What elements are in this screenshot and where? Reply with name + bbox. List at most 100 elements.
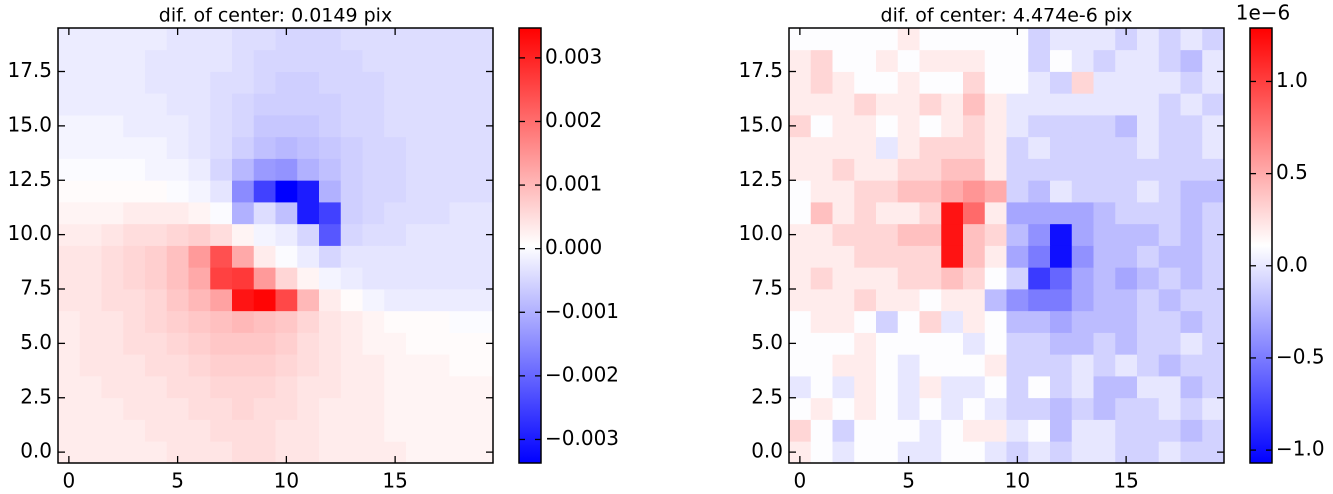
heatmap-cell — [384, 136, 407, 159]
heatmap-cell — [919, 71, 942, 94]
heatmap-cell — [1180, 202, 1203, 225]
heatmap-cell — [1202, 158, 1225, 181]
heatmap-cell — [941, 158, 964, 181]
heatmap-cell — [340, 376, 363, 399]
heatmap-cell — [166, 158, 189, 181]
heatmap-cell — [854, 93, 877, 116]
colorbar-tick-label: 0.000 — [545, 235, 602, 259]
heatmap-cell — [471, 289, 494, 312]
heatmap-cell — [123, 419, 146, 442]
heatmap-cell — [58, 289, 81, 312]
heatmap-cell — [832, 49, 855, 72]
heatmap-cell — [427, 354, 450, 377]
heatmap-cell — [101, 397, 124, 420]
heatmap-cell — [384, 441, 407, 464]
heatmap-cell — [210, 419, 233, 442]
heatmap-cell — [449, 158, 472, 181]
heatmap-cell — [1093, 136, 1116, 159]
heatmap-cell — [427, 289, 450, 312]
heatmap-cell — [963, 332, 986, 355]
heatmap-cell — [854, 115, 877, 138]
heatmap-cell — [1050, 180, 1073, 203]
heatmap-cell — [963, 354, 986, 377]
x-tick-label: 0 — [63, 469, 76, 493]
heatmap-cell — [319, 115, 342, 138]
heatmap-cell — [58, 115, 81, 138]
heatmap-cell — [232, 136, 255, 159]
heatmap-cell — [832, 310, 855, 333]
heatmap-cell — [963, 441, 986, 464]
y-tick-label: 2.5 — [751, 384, 783, 408]
heatmap-cell — [123, 93, 146, 116]
heatmap-cell — [297, 354, 320, 377]
heatmap-cell — [79, 71, 102, 94]
heatmap-cell — [188, 93, 211, 116]
heatmap-cell — [1115, 397, 1138, 420]
heatmap-cell — [810, 289, 833, 312]
heatmap-cell — [79, 441, 102, 464]
heatmap-cell — [1006, 93, 1029, 116]
heatmap-cell — [1071, 376, 1094, 399]
heatmap-cell — [832, 354, 855, 377]
heatmap-cell — [362, 28, 385, 51]
heatmap-cell — [941, 202, 964, 225]
heatmap-cell — [1071, 354, 1094, 377]
heatmap-cell — [340, 441, 363, 464]
heatmap-cell — [406, 93, 429, 116]
heatmap-cell — [789, 115, 812, 138]
heatmap-cell — [897, 419, 920, 442]
heatmap-cell — [123, 158, 146, 181]
colorbar-tick-label: −0.001 — [545, 299, 619, 323]
heatmap-cell — [1158, 354, 1181, 377]
y-tick-label: 17.5 — [738, 58, 783, 82]
heatmap-cell — [166, 441, 189, 464]
heatmap-cell — [166, 93, 189, 116]
heatmap-cell — [1137, 158, 1160, 181]
heatmap-cell — [362, 180, 385, 203]
heatmap-cell — [854, 28, 877, 51]
heatmap-cell — [854, 158, 877, 181]
heatmap-cell — [1093, 180, 1116, 203]
heatmap-cell — [123, 202, 146, 225]
heatmap-cell — [1028, 223, 1051, 246]
heatmap-cell — [963, 28, 986, 51]
heatmap-cell — [275, 419, 298, 442]
heatmap-cell — [253, 93, 276, 116]
heatmap-cell — [232, 310, 255, 333]
heatmap-cell — [810, 71, 833, 94]
heatmap-cell — [1006, 71, 1029, 94]
heatmap-cell — [384, 354, 407, 377]
heatmap-cell — [79, 419, 102, 442]
heatmap-cell — [210, 115, 233, 138]
heatmap-cell — [789, 332, 812, 355]
heatmap-cell — [384, 267, 407, 290]
heatmap-cell — [984, 310, 1007, 333]
heatmap-cell — [1137, 397, 1160, 420]
heatmap-cell — [1050, 441, 1073, 464]
heatmap-cell — [1093, 267, 1116, 290]
heatmap-cell — [1158, 158, 1181, 181]
heatmap-cell — [319, 441, 342, 464]
heatmap-cell — [832, 136, 855, 159]
heatmap-cell — [832, 289, 855, 312]
heatmap-cell — [362, 202, 385, 225]
colorbar-tick-label: 0.5 — [1276, 160, 1308, 184]
heatmap-cell — [210, 223, 233, 246]
heatmap-cell — [166, 136, 189, 159]
heatmap-cell — [449, 354, 472, 377]
heatmap-cell — [941, 354, 964, 377]
heatmap-cell — [1071, 223, 1094, 246]
heatmap-cell — [101, 289, 124, 312]
heatmap-cell — [897, 223, 920, 246]
heatmap-cell — [1006, 332, 1029, 355]
heatmap-cell — [166, 419, 189, 442]
heatmap-cell — [789, 158, 812, 181]
heatmap-cell — [1028, 332, 1051, 355]
heatmap-cell — [362, 115, 385, 138]
heatmap-cell — [319, 180, 342, 203]
heatmap-cell — [1180, 136, 1203, 159]
heatmap-cell — [232, 354, 255, 377]
heatmap-cell — [1093, 310, 1116, 333]
heatmap-cell — [79, 267, 102, 290]
